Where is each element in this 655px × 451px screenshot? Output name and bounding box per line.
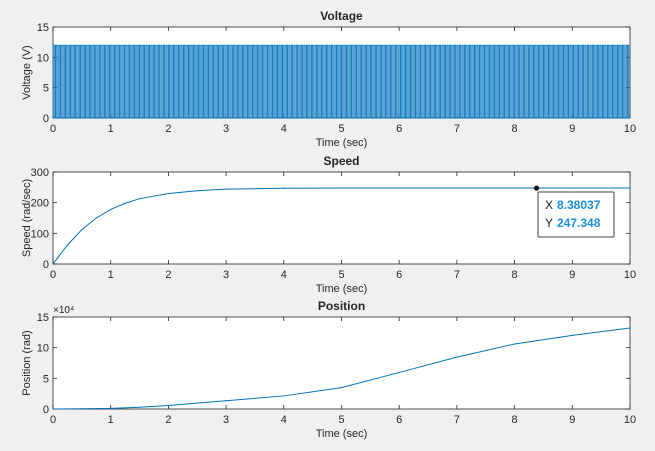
speed-xtick-label: 9 (569, 269, 575, 281)
position-xtick-label: 10 (624, 414, 636, 426)
position-data-point (167, 404, 169, 407)
datatip-y-value: 247.348 (557, 216, 601, 230)
speed-ytick-label: 0 (43, 259, 49, 271)
voltage-ytick-label: 15 (37, 22, 49, 34)
speed-xtick-label: 4 (281, 269, 287, 281)
speed-xtick-label: 2 (165, 269, 171, 281)
position-title: Position (318, 299, 365, 313)
voltage-ylabel: Voltage (V) (21, 45, 33, 99)
position-subplot[interactable]: Position Time (sec) Position (rad) ×10⁴ … (21, 299, 636, 440)
position-data-point (52, 408, 54, 410)
speed-ytick-label: 300 (31, 167, 49, 179)
speed-xtick-label: 10 (624, 269, 636, 281)
speed-data-point (138, 198, 141, 200)
speed-data-point (225, 188, 227, 190)
speed-data-point (167, 192, 169, 195)
speed-ylabel: Speed (rad/sec) (21, 179, 33, 257)
position-xtick-label: 7 (454, 414, 460, 426)
position-xtick-label: 2 (165, 414, 171, 426)
speed-data-point (196, 190, 198, 192)
voltage-xtick-label: 8 (512, 123, 518, 135)
voltage-ytick-label: 10 (37, 52, 49, 64)
position-xtick-label: 6 (396, 414, 402, 426)
voltage-xtick-label: 7 (454, 123, 460, 135)
datatip-x-value: 8.38037 (557, 198, 601, 212)
voltage-ytick-label: 0 (43, 113, 49, 125)
speed-data-point (95, 217, 97, 219)
position-data-point (138, 406, 141, 408)
speed-subplot[interactable]: Speed Time (sec) Speed (rad/sec) 0 1 2 3 4 5 6… (21, 154, 636, 295)
position-data-point (340, 387, 343, 389)
datatip-box[interactable] (537, 191, 615, 238)
speed-data-point (398, 187, 400, 189)
speed-xtick-label: 8 (512, 269, 518, 281)
position-data-point (571, 334, 573, 336)
speed-title: Speed (323, 154, 359, 168)
speed-data-point (66, 244, 69, 246)
position-data-point (398, 371, 400, 374)
speed-xtick-label: 5 (338, 269, 344, 281)
position-data-point (456, 356, 458, 358)
speed-data-point (571, 187, 573, 189)
position-data-point (514, 343, 516, 345)
voltage-xtick-label: 1 (108, 123, 114, 135)
position-data-point (225, 400, 227, 402)
voltage-title: Voltage (320, 9, 363, 23)
voltage-xtick-label: 3 (223, 123, 229, 135)
speed-xtick-label: 3 (223, 269, 229, 281)
position-axes-area[interactable] (52, 316, 631, 410)
speed-data-point (110, 208, 112, 211)
voltage-series-line (52, 44, 630, 119)
position-xtick-label: 3 (223, 414, 229, 426)
speed-xtick-label: 7 (454, 269, 460, 281)
position-ytick-label: 15 (37, 312, 49, 324)
datatip-x-key: X (545, 198, 553, 212)
speed-data-point (124, 202, 126, 204)
speed-data-point (456, 187, 458, 189)
position-xtick-label: 1 (108, 414, 114, 426)
position-data-point (283, 395, 285, 397)
speed-data-point (52, 263, 54, 265)
position-xtick-label: 4 (281, 414, 287, 426)
position-xtick-label: 5 (338, 414, 344, 426)
datatip-y-key: Y (545, 216, 553, 230)
speed-ytick-label: 200 (31, 198, 49, 210)
voltage-xtick-label: 9 (569, 123, 575, 135)
position-ytick-label: 10 (37, 343, 49, 355)
position-xtick-label: 0 (50, 414, 56, 426)
datatip-marker[interactable] (533, 185, 540, 191)
position-xtick-label: 8 (512, 414, 518, 426)
speed-data-point (629, 187, 631, 189)
voltage-xtick-label: 5 (338, 123, 344, 135)
speed-data-point (81, 229, 83, 231)
voltage-subplot[interactable]: Voltage Time (sec) Voltage (V) 0 1 2 3 4 5 6 7 8… (21, 9, 636, 149)
speed-xlabel: Time (sec) (316, 283, 368, 295)
voltage-xtick-label: 4 (281, 123, 287, 135)
position-data-point (81, 408, 83, 410)
voltage-ytick-label: 5 (43, 83, 49, 95)
position-xlabel: Time (sec) (316, 428, 368, 440)
speed-ytick-label: 100 (31, 228, 49, 240)
voltage-xtick-label: 6 (396, 123, 402, 135)
voltage-xtick-label: 2 (165, 123, 171, 135)
position-exponent-label: ×10⁴ (53, 305, 74, 316)
speed-axes-area[interactable] (52, 171, 631, 265)
position-data-point (629, 327, 631, 329)
speed-data-point (283, 187, 285, 189)
speed-data-point (340, 187, 343, 189)
position-xtick-label: 9 (569, 414, 575, 426)
voltage-xtick-label: 0 (50, 123, 56, 135)
datatip[interactable]: X 8.38037 Y 247.348 (533, 185, 615, 238)
position-data-point (110, 407, 112, 409)
voltage-xlabel: Time (sec) (316, 137, 368, 149)
voltage-xtick-label: 10 (624, 123, 636, 135)
speed-data-point (514, 187, 516, 189)
position-ytick-label: 5 (43, 373, 49, 385)
position-ylabel: Position (rad) (21, 330, 33, 395)
speed-xtick-label: 6 (396, 269, 402, 281)
position-ytick-label: 0 (43, 404, 49, 416)
speed-xtick-label: 1 (108, 269, 114, 281)
speed-xtick-label: 0 (50, 269, 56, 281)
